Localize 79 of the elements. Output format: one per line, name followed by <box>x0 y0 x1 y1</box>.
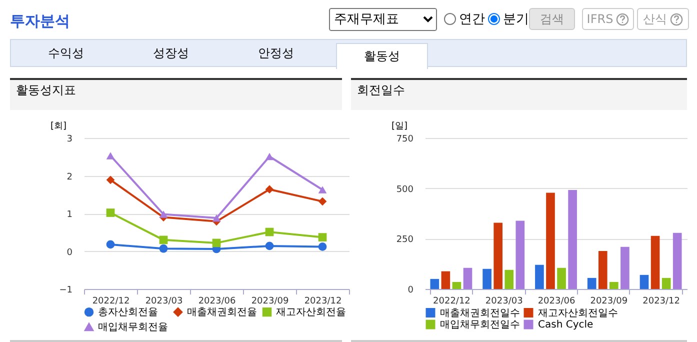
y-tick-label: 0 <box>66 248 73 258</box>
bar <box>535 264 544 289</box>
point <box>318 186 327 194</box>
x-tick-label: 2022/12 <box>433 296 470 306</box>
bar <box>463 268 472 289</box>
y-tick-label: 750 <box>396 134 414 144</box>
bar <box>482 268 492 289</box>
point <box>212 238 221 248</box>
point <box>159 236 168 244</box>
x-tick-label: 2023/12 <box>304 296 342 306</box>
x-tick-label: 2023/03 <box>145 296 183 306</box>
bar <box>610 282 618 289</box>
bar <box>504 270 514 289</box>
text: 연간 <box>458 11 485 28</box>
bar <box>568 190 577 289</box>
bar <box>452 282 462 289</box>
y-tick-label: −1 <box>59 286 72 296</box>
legend-label: 매출채권회전율 <box>187 307 257 318</box>
x-tick-label: 2023/09 <box>590 296 628 306</box>
x-tick-label: 2023/12 <box>642 296 680 306</box>
dropdown: 주재무제표 <box>329 8 437 31</box>
x-tick-label: 2023/03 <box>485 296 523 306</box>
bar <box>598 250 608 289</box>
y-tick-label: 1 <box>66 210 72 220</box>
y-tick-label: 0 <box>408 286 414 296</box>
y-tick-label: 250 <box>396 235 414 246</box>
bar <box>587 278 596 289</box>
point <box>159 244 168 253</box>
point <box>106 152 115 160</box>
bar <box>557 268 566 289</box>
bar <box>640 274 649 289</box>
y-axis-title: [일] <box>392 122 408 132</box>
point <box>212 214 221 222</box>
y-axis-title: [회] <box>50 122 67 132</box>
point <box>265 185 274 194</box>
text: 산식 <box>643 10 667 28</box>
legend-label: Cash Cycle <box>538 320 594 330</box>
text: 검색 <box>540 10 564 28</box>
bar <box>620 246 630 289</box>
bar <box>662 278 671 289</box>
legend-label: 매입채무회전일수 <box>440 320 520 330</box>
bar <box>650 236 660 289</box>
bar <box>494 222 502 289</box>
text: IFRS <box>586 12 614 26</box>
x-tick-label: 2022/12 <box>92 296 130 306</box>
text: 분기 <box>502 11 529 28</box>
chart-title: 회전일수 <box>357 83 405 97</box>
text: 수익성 <box>47 45 85 62</box>
point <box>265 152 274 160</box>
point <box>159 210 168 218</box>
point <box>106 208 115 217</box>
bar <box>672 232 682 289</box>
chart-title: 활동성지표 <box>16 83 76 97</box>
bar <box>546 192 555 289</box>
x-tick-label: 2023/06 <box>538 296 576 306</box>
point <box>106 240 115 249</box>
legend-label: 재고자산회전일수 <box>538 308 618 319</box>
bar <box>430 278 440 289</box>
point <box>265 228 274 236</box>
bar <box>441 271 450 289</box>
x-tick-label: 2023/09 <box>251 296 289 306</box>
text: 활동성 <box>336 43 428 69</box>
point <box>106 176 115 184</box>
point <box>318 242 327 251</box>
text: 성장성 <box>152 45 190 62</box>
legend-label: 매출채권회전일수 <box>440 308 520 319</box>
point <box>318 233 327 242</box>
y-tick-label: 2 <box>66 172 72 182</box>
text: 투자분석 <box>10 12 70 31</box>
point <box>318 197 327 206</box>
legend-label: 총자산회전율 <box>98 307 158 318</box>
legend-label: 재고자산회전율 <box>276 307 346 318</box>
y-tick-label: 3 <box>66 134 72 144</box>
bar <box>516 220 525 289</box>
y-tick-label: 500 <box>396 184 414 195</box>
text: 안정성 <box>257 45 295 62</box>
x-tick-label: 2023/06 <box>198 296 236 306</box>
legend-label: 매입채무회전율 <box>98 322 168 333</box>
point <box>265 242 274 250</box>
